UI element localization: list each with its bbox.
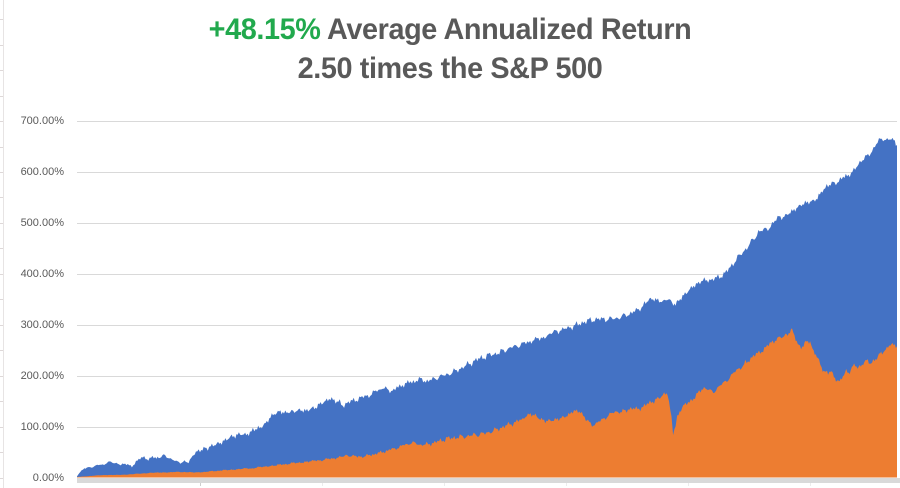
x-axis-tick xyxy=(322,483,323,486)
left-edge-tick xyxy=(0,222,3,224)
gridline-600 xyxy=(77,171,897,173)
left-edge-tick xyxy=(0,44,3,46)
gridline-500 xyxy=(77,222,897,224)
left-edge-tick xyxy=(0,426,3,428)
left-edge-tick xyxy=(0,273,3,275)
y-axis-label: 300.00% xyxy=(20,318,64,331)
x-axis-tick xyxy=(200,483,201,486)
gridline-700 xyxy=(77,121,897,122)
left-edge-tick xyxy=(0,477,3,479)
y-axis-label: 700.00% xyxy=(20,115,64,127)
x-axis-tick xyxy=(444,483,445,486)
left-edge-tick xyxy=(0,197,3,199)
left-edge-tick xyxy=(0,146,3,148)
left-edge-tick xyxy=(0,299,3,301)
x-axis-tick xyxy=(688,483,689,486)
left-edge-tick xyxy=(0,324,3,326)
gridline-300 xyxy=(77,324,897,326)
chart-title: +48.15% Average Annualized Return 2.50 t… xyxy=(18,10,882,88)
x-axis-tick xyxy=(810,483,811,486)
left-edge-tick xyxy=(0,70,3,72)
x-axis-tick xyxy=(566,483,567,486)
left-edge-tick xyxy=(0,171,3,173)
left-edge-axis-line xyxy=(3,0,4,488)
y-axis-label: 100.00% xyxy=(20,420,64,433)
left-edge-tick xyxy=(0,452,3,453)
left-edge-tick xyxy=(0,375,3,377)
x-axis-baseline-strip xyxy=(77,478,900,483)
y-axis-label: 0.00% xyxy=(32,471,64,484)
title-line1-text: Average Annualized Return xyxy=(320,13,692,46)
left-edge-tick xyxy=(0,19,3,21)
series-blue-area xyxy=(77,137,897,478)
left-edge-tick xyxy=(0,401,3,403)
y-axis-label: 400.00% xyxy=(20,267,64,280)
left-edge-tick xyxy=(0,350,3,352)
y-axis-label: 600.00% xyxy=(20,165,64,178)
left-edge-tick xyxy=(0,121,3,122)
title-line2-text: 2.50 times the S&P 500 xyxy=(297,52,603,85)
gridline-400 xyxy=(77,273,897,275)
left-edge-tick xyxy=(0,248,3,250)
series-orange-area xyxy=(77,328,897,478)
y-axis-label: 200.00% xyxy=(20,369,64,382)
y-axis-label: 500.00% xyxy=(20,216,64,229)
left-edge-tick xyxy=(0,95,3,97)
title-line1: +48.15% Average Annualized Return xyxy=(18,10,882,49)
title-return-highlight: +48.15% xyxy=(208,13,321,46)
